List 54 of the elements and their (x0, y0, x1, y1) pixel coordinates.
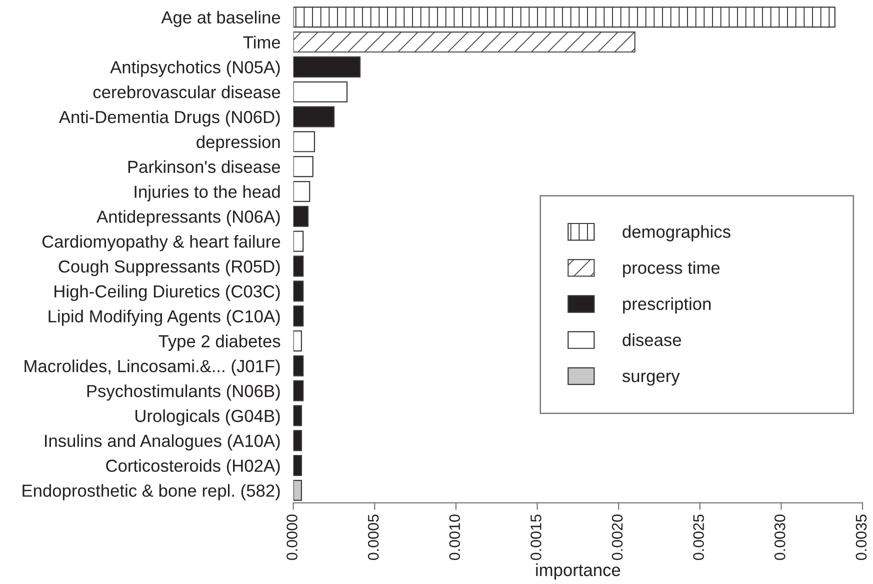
y-tick-label: Age at baseline (161, 10, 280, 28)
legend-label: process time (623, 261, 720, 278)
x-tick-label: 0.0030 (774, 514, 786, 560)
legend-label: demographics (622, 225, 730, 242)
legend-label: surgery (622, 372, 680, 386)
x-tick-label: 0.0035 (856, 514, 867, 560)
y-tick-label: Urologicals (G04B) (136, 409, 280, 426)
bar (293, 6, 836, 28)
bar (293, 32, 636, 53)
y-tick-label: Psychostimulants (N06B) (87, 384, 280, 401)
y-tick-label: Time (243, 36, 280, 48)
y-tick-label: Macrolides, Lincosami.&... (J01F) (24, 360, 280, 376)
bar (293, 355, 304, 376)
y-tick-label: High-Ceiling Diuretics (C03C) (54, 284, 280, 302)
y-tick-label: depression (196, 135, 280, 152)
y-tick-label: Type 2 diabetes (158, 334, 280, 351)
y-tick-label: Antidepressants (N06A) (96, 210, 280, 226)
bar (293, 206, 309, 227)
x-tick-label: 0.0000 (286, 514, 298, 560)
bar (293, 106, 335, 128)
x-tick-label: 0.0020 (612, 514, 623, 560)
legend-label: prescription (623, 297, 711, 314)
bar (293, 230, 304, 252)
y-tick-label: Endoprosthetic & bone repl. (582) (22, 484, 280, 500)
y-tick-label: Parkinson's disease (128, 160, 280, 174)
y-tick-label: Injuries to the head (134, 185, 280, 202)
bar (293, 81, 348, 102)
bar (293, 405, 302, 426)
bar (293, 156, 314, 178)
y-tick-label: Cough Suppressants (R05D) (58, 260, 280, 276)
bar (293, 180, 310, 202)
bar (293, 256, 304, 277)
bar (293, 480, 302, 501)
y-tick-label: cerebrovascular disease (93, 86, 280, 98)
y-tick-label: Lipid Modifying Agents (C10A) (48, 310, 280, 326)
bar (293, 380, 304, 402)
x-tick-label: 0.0015 (530, 514, 542, 560)
bar (293, 280, 304, 302)
bar (293, 306, 304, 327)
bar (293, 454, 302, 476)
x-tick-label: 0.0025 (693, 514, 704, 560)
y-tick-label: Corticosteroids (H02A) (106, 459, 280, 476)
x-tick-label: 0.0010 (449, 514, 460, 560)
x-tick-label: 0.0005 (368, 514, 379, 560)
bar (293, 56, 361, 78)
legend-label: disease (622, 333, 682, 346)
bar (293, 430, 302, 452)
bar (293, 330, 302, 352)
y-tick-label: Cardiomyopathy & heart failure (42, 235, 280, 252)
y-tick-label: Insulins and Analogues (A10A) (45, 434, 280, 450)
y-tick-label: Anti-Dementia Drugs (N06D) (58, 110, 280, 127)
x-axis-title: importance (536, 563, 620, 580)
y-tick-label: Antipsychotics (N05A) (110, 60, 280, 77)
bar (293, 131, 316, 152)
